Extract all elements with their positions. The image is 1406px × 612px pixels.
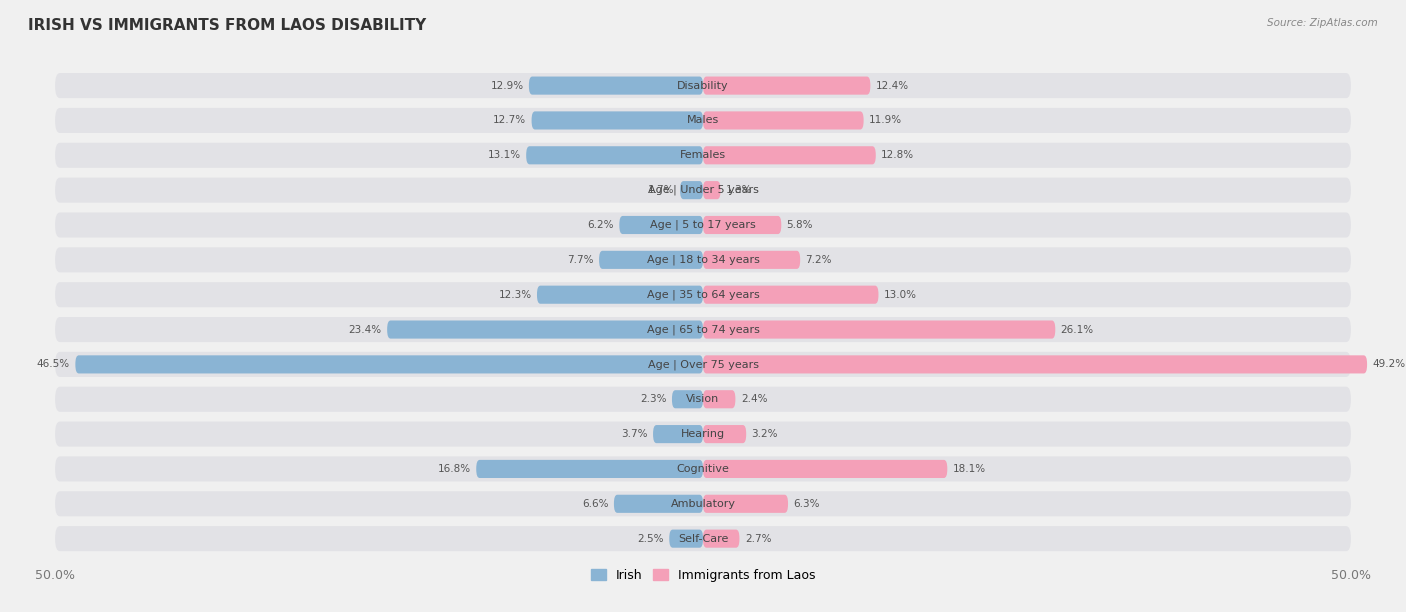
FancyBboxPatch shape bbox=[387, 321, 703, 338]
FancyBboxPatch shape bbox=[76, 356, 703, 373]
Text: Self-Care: Self-Care bbox=[678, 534, 728, 543]
FancyBboxPatch shape bbox=[619, 216, 703, 234]
Text: 13.1%: 13.1% bbox=[488, 151, 520, 160]
FancyBboxPatch shape bbox=[703, 76, 870, 95]
FancyBboxPatch shape bbox=[55, 282, 1351, 307]
FancyBboxPatch shape bbox=[55, 177, 1351, 203]
Text: Age | Over 75 years: Age | Over 75 years bbox=[648, 359, 758, 370]
Text: 12.8%: 12.8% bbox=[882, 151, 914, 160]
FancyBboxPatch shape bbox=[529, 76, 703, 95]
Text: Source: ZipAtlas.com: Source: ZipAtlas.com bbox=[1267, 18, 1378, 28]
Text: 49.2%: 49.2% bbox=[1372, 359, 1406, 370]
FancyBboxPatch shape bbox=[672, 390, 703, 408]
Text: Males: Males bbox=[688, 116, 718, 125]
FancyBboxPatch shape bbox=[55, 108, 1351, 133]
Text: 7.2%: 7.2% bbox=[806, 255, 832, 265]
Text: 23.4%: 23.4% bbox=[349, 324, 382, 335]
Text: 6.6%: 6.6% bbox=[582, 499, 609, 509]
Text: 11.9%: 11.9% bbox=[869, 116, 903, 125]
FancyBboxPatch shape bbox=[703, 494, 787, 513]
Text: Age | 18 to 34 years: Age | 18 to 34 years bbox=[647, 255, 759, 265]
FancyBboxPatch shape bbox=[703, 321, 1056, 338]
Text: Age | Under 5 years: Age | Under 5 years bbox=[648, 185, 758, 195]
FancyBboxPatch shape bbox=[55, 491, 1351, 517]
FancyBboxPatch shape bbox=[703, 529, 740, 548]
FancyBboxPatch shape bbox=[703, 181, 720, 199]
Text: 6.2%: 6.2% bbox=[588, 220, 614, 230]
Text: 2.4%: 2.4% bbox=[741, 394, 768, 405]
Text: 12.7%: 12.7% bbox=[494, 116, 526, 125]
Text: 2.7%: 2.7% bbox=[745, 534, 772, 543]
Text: Age | 35 to 64 years: Age | 35 to 64 years bbox=[647, 289, 759, 300]
Text: 2.5%: 2.5% bbox=[637, 534, 664, 543]
Text: IRISH VS IMMIGRANTS FROM LAOS DISABILITY: IRISH VS IMMIGRANTS FROM LAOS DISABILITY bbox=[28, 18, 426, 34]
Text: Age | 65 to 74 years: Age | 65 to 74 years bbox=[647, 324, 759, 335]
FancyBboxPatch shape bbox=[55, 73, 1351, 98]
Text: 5.8%: 5.8% bbox=[787, 220, 813, 230]
FancyBboxPatch shape bbox=[703, 356, 1367, 373]
FancyBboxPatch shape bbox=[703, 286, 879, 304]
Legend: Irish, Immigrants from Laos: Irish, Immigrants from Laos bbox=[586, 564, 820, 587]
Text: 1.7%: 1.7% bbox=[648, 185, 675, 195]
Text: 2.3%: 2.3% bbox=[640, 394, 666, 405]
Text: Age | 5 to 17 years: Age | 5 to 17 years bbox=[650, 220, 756, 230]
Text: Hearing: Hearing bbox=[681, 429, 725, 439]
FancyBboxPatch shape bbox=[599, 251, 703, 269]
Text: 7.7%: 7.7% bbox=[567, 255, 593, 265]
FancyBboxPatch shape bbox=[703, 146, 876, 165]
Text: Vision: Vision bbox=[686, 394, 720, 405]
FancyBboxPatch shape bbox=[703, 390, 735, 408]
Text: Ambulatory: Ambulatory bbox=[671, 499, 735, 509]
FancyBboxPatch shape bbox=[55, 526, 1351, 551]
Text: 12.3%: 12.3% bbox=[499, 289, 531, 300]
Text: Disability: Disability bbox=[678, 81, 728, 91]
Text: 16.8%: 16.8% bbox=[437, 464, 471, 474]
Text: Females: Females bbox=[681, 151, 725, 160]
FancyBboxPatch shape bbox=[703, 460, 948, 478]
FancyBboxPatch shape bbox=[537, 286, 703, 304]
FancyBboxPatch shape bbox=[703, 216, 782, 234]
FancyBboxPatch shape bbox=[55, 143, 1351, 168]
FancyBboxPatch shape bbox=[703, 111, 863, 130]
FancyBboxPatch shape bbox=[55, 352, 1351, 377]
Text: 13.0%: 13.0% bbox=[884, 289, 917, 300]
FancyBboxPatch shape bbox=[652, 425, 703, 443]
Text: 12.9%: 12.9% bbox=[491, 81, 523, 91]
Text: 3.7%: 3.7% bbox=[621, 429, 648, 439]
FancyBboxPatch shape bbox=[531, 111, 703, 130]
FancyBboxPatch shape bbox=[703, 251, 800, 269]
FancyBboxPatch shape bbox=[55, 422, 1351, 447]
FancyBboxPatch shape bbox=[55, 387, 1351, 412]
FancyBboxPatch shape bbox=[55, 212, 1351, 237]
FancyBboxPatch shape bbox=[55, 457, 1351, 482]
Text: Cognitive: Cognitive bbox=[676, 464, 730, 474]
FancyBboxPatch shape bbox=[681, 181, 703, 199]
FancyBboxPatch shape bbox=[55, 317, 1351, 342]
FancyBboxPatch shape bbox=[669, 529, 703, 548]
Text: 12.4%: 12.4% bbox=[876, 81, 908, 91]
FancyBboxPatch shape bbox=[703, 425, 747, 443]
FancyBboxPatch shape bbox=[614, 494, 703, 513]
Text: 46.5%: 46.5% bbox=[37, 359, 70, 370]
Text: 18.1%: 18.1% bbox=[953, 464, 986, 474]
FancyBboxPatch shape bbox=[526, 146, 703, 165]
Text: 26.1%: 26.1% bbox=[1060, 324, 1094, 335]
FancyBboxPatch shape bbox=[477, 460, 703, 478]
Text: 6.3%: 6.3% bbox=[793, 499, 820, 509]
Text: 1.3%: 1.3% bbox=[725, 185, 752, 195]
Text: 3.2%: 3.2% bbox=[752, 429, 778, 439]
FancyBboxPatch shape bbox=[55, 247, 1351, 272]
